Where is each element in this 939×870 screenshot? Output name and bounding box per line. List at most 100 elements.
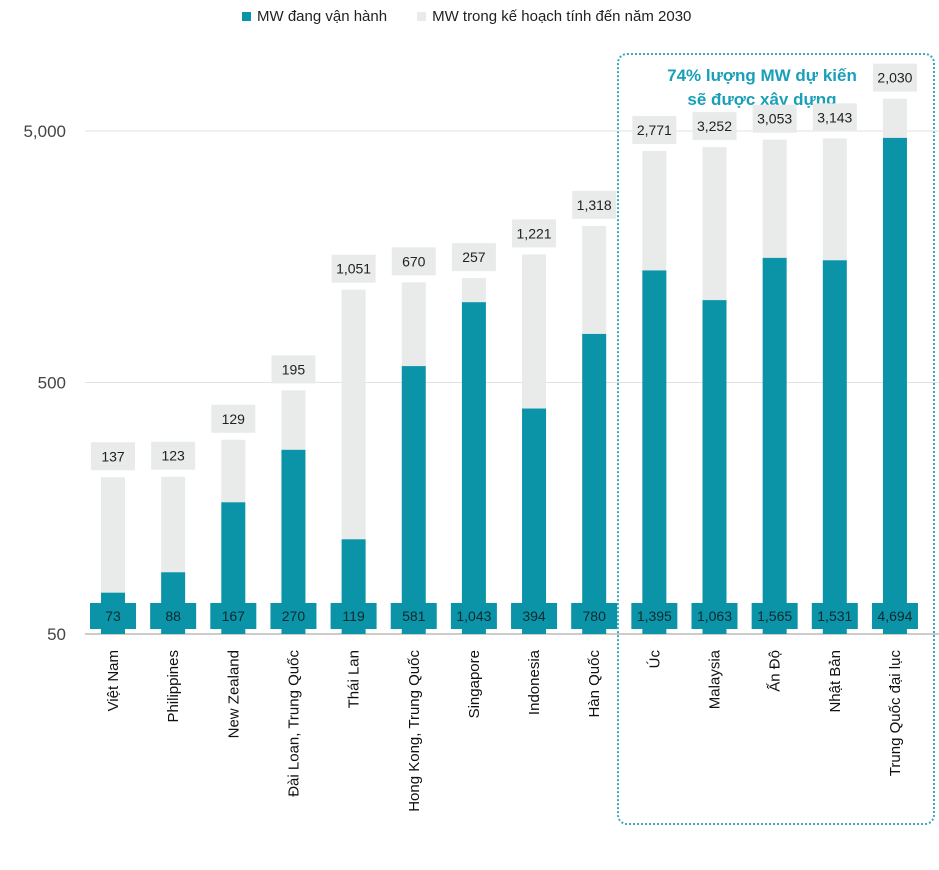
callout-line-2: sẽ được xây dựng <box>687 90 837 109</box>
planned-label-box <box>391 247 436 276</box>
category-label: Đài Loan, Trung Quốc <box>285 650 302 797</box>
operating-label-box <box>871 603 918 629</box>
planned-label-box <box>91 442 135 471</box>
planned-label-box <box>752 104 797 133</box>
operating-value-label: 88 <box>165 608 181 624</box>
operating-label-box <box>811 603 858 629</box>
planned-label-box <box>572 190 617 219</box>
operating-value-label: 73 <box>105 608 121 624</box>
planned-value-label: 1,318 <box>577 197 612 213</box>
category-label: Hong Kong, Trung Quốc <box>406 650 423 812</box>
bar-operating <box>582 333 607 634</box>
bar-planned <box>461 278 486 303</box>
operating-label-box <box>90 603 136 629</box>
legend-swatch-planned <box>417 12 427 21</box>
operating-value-label: 1,395 <box>637 608 672 624</box>
operating-label-box <box>691 603 738 629</box>
planned-value-label: 123 <box>161 448 185 464</box>
planned-value-label: 2,771 <box>637 122 672 138</box>
bar-operating <box>642 270 667 634</box>
operating-label-box <box>511 603 558 629</box>
planned-label-box <box>451 243 496 272</box>
planned-value-label: 195 <box>282 361 306 377</box>
bar-planned <box>341 289 366 540</box>
bar-planned <box>101 477 125 593</box>
operating-label-box <box>150 603 197 629</box>
operating-value-label: 270 <box>282 608 306 624</box>
operating-value-label: 1,565 <box>757 608 792 624</box>
category-label: New Zealand <box>225 650 242 738</box>
bar-planned <box>882 98 907 138</box>
bar-planned <box>161 476 186 573</box>
bar-planned <box>702 147 727 301</box>
operating-label-box <box>631 603 678 629</box>
operating-value-label: 780 <box>583 608 607 624</box>
operating-label-box <box>270 603 317 629</box>
operating-value-label: 394 <box>522 608 546 624</box>
bar-operating <box>702 300 727 634</box>
operating-label-box <box>390 603 437 629</box>
category-label: Indonesia <box>526 649 543 715</box>
callout-line-1: 74% lượng MW dự kiến <box>667 66 857 85</box>
legend-label-operating: MW đang vận hành <box>257 8 388 25</box>
highlight-callout-box <box>617 53 935 825</box>
bar-operating <box>822 260 847 634</box>
planned-value-label: 1,051 <box>336 261 371 277</box>
planned-label-box <box>211 404 256 433</box>
bar-planned <box>281 390 306 450</box>
legend-swatch-operating <box>242 12 251 21</box>
planned-label-box <box>632 115 677 144</box>
bar-planned <box>762 139 787 258</box>
planned-value-label: 137 <box>101 448 125 464</box>
operating-label-box <box>210 603 257 629</box>
operating-value-label: 1,063 <box>697 608 732 624</box>
planned-label-box <box>872 63 917 92</box>
operating-value-label: 1,531 <box>817 608 852 624</box>
planned-label-box <box>331 254 376 283</box>
legend: MW đang vận hành MW trong kế hoạch tính … <box>242 8 721 25</box>
bar-planned <box>221 439 246 503</box>
legend-label-planned: MW trong kế hoạch tính đến năm 2030 <box>432 8 692 25</box>
operating-label-box <box>450 603 497 629</box>
bar-planned <box>522 254 547 409</box>
category-label: Trung Quốc đại lục <box>887 650 904 777</box>
bar-operating <box>461 302 486 634</box>
bar-planned <box>822 138 847 261</box>
category-label: Việt Nam <box>105 650 122 711</box>
operating-label-box <box>751 603 798 629</box>
planned-value-label: 129 <box>222 411 246 427</box>
operating-value-label: 1,043 <box>456 608 491 624</box>
category-label: Nhật Bản <box>827 650 844 713</box>
callout-text: 74% lượng MW dự kiến sẽ được xây dựng <box>617 64 907 112</box>
bar-operating <box>522 408 547 634</box>
category-label: Úc <box>646 650 663 669</box>
y-tick-label: 50 <box>47 625 66 644</box>
operating-label-box <box>330 603 377 629</box>
planned-value-label: 257 <box>462 249 486 265</box>
bar-planned <box>642 150 667 271</box>
category-label: Thái Lan <box>346 650 363 708</box>
operating-value-label: 167 <box>222 608 246 624</box>
bar-planned <box>401 282 426 367</box>
planned-label-box <box>271 355 316 384</box>
category-label: Philippines <box>165 650 182 723</box>
category-label: Singapore <box>466 650 483 718</box>
planned-value-label: 3,252 <box>697 118 732 134</box>
bar-operating <box>762 257 787 634</box>
bar-planned <box>582 225 607 334</box>
planned-value-label: 3,053 <box>757 111 792 127</box>
planned-label-box <box>151 441 196 470</box>
planned-value-label: 3,143 <box>817 109 852 125</box>
operating-value-label: 4,694 <box>877 608 912 624</box>
category-label: Malaysia <box>707 649 724 709</box>
planned-label-box <box>512 219 557 248</box>
legend-item-operating: MW đang vận hành <box>242 8 387 25</box>
planned-value-label: 2,030 <box>877 70 912 86</box>
planned-label-box <box>812 103 857 132</box>
bar-operating <box>882 137 907 634</box>
operating-value-label: 119 <box>342 608 365 624</box>
category-label: Hàn Quốc <box>586 650 603 718</box>
operating-label-box <box>571 603 618 629</box>
operating-value-label: 581 <box>402 608 426 624</box>
